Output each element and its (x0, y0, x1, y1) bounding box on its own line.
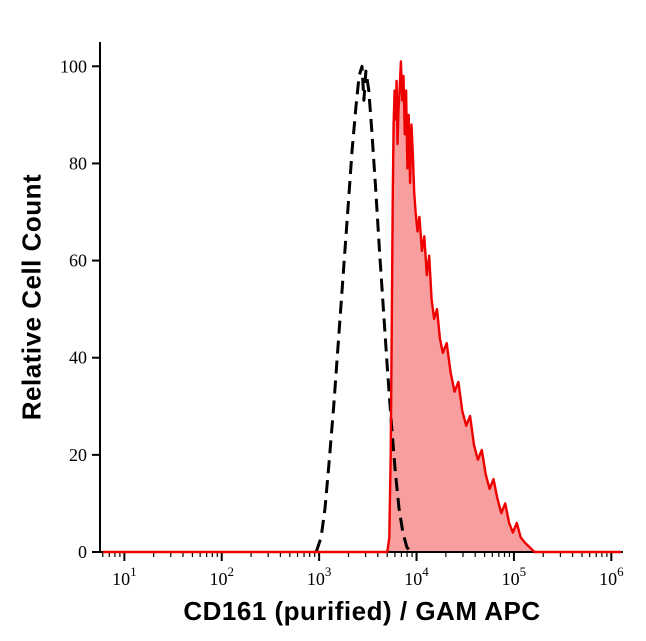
y-tick-label: 40 (69, 348, 87, 368)
x-tick-label: 101 (112, 564, 137, 589)
y-tick-label: 100 (60, 56, 87, 76)
y-tick-label: 80 (69, 153, 87, 173)
series-line-cd161-stain (102, 60, 622, 554)
x-tick-label: 103 (307, 564, 332, 589)
x-tick-label: 106 (599, 564, 624, 589)
x-tick-label: 105 (502, 564, 527, 589)
y-tick-label: 0 (78, 542, 87, 562)
y-tick-label: 20 (69, 445, 87, 465)
y-tick-label: 60 (69, 251, 87, 271)
x-tick-label: 102 (209, 564, 234, 589)
x-axis-title: CD161 (purified) / GAM APC (183, 596, 541, 626)
series-fill-cd161-stain (102, 61, 622, 553)
x-tick-label: 104 (404, 564, 429, 589)
y-axis-title: Relative Cell Count (16, 173, 47, 421)
series-line-isotype-control (314, 64, 412, 553)
